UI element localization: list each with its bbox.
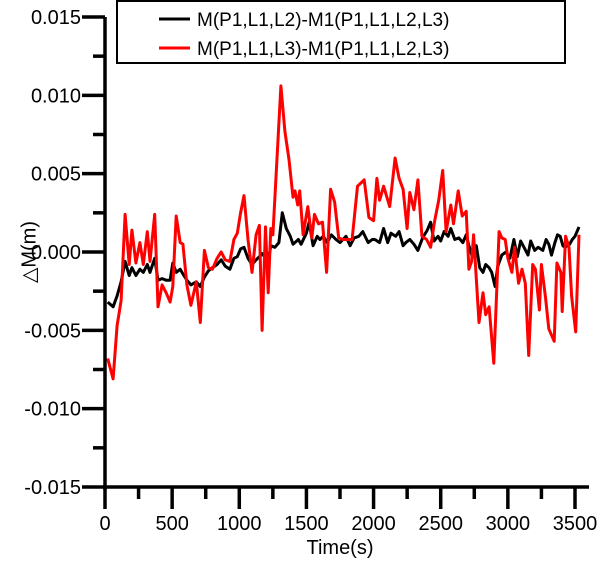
y-tick-label: 0.005 bbox=[31, 164, 81, 186]
y-tick-label: 0.015 bbox=[31, 7, 81, 29]
x-tick-label: 1000 bbox=[217, 513, 262, 535]
y-tick-label: -0.010 bbox=[24, 399, 81, 421]
plot-lines bbox=[106, 84, 581, 381]
x-axis-title: Time(s) bbox=[306, 537, 373, 559]
x-axis: 0 500 1000 1500 2000 2500 3000 3500 Time(s) bbox=[99, 485, 597, 559]
x-tick-label: 2000 bbox=[351, 513, 396, 535]
y-axis-title: △M(m) bbox=[18, 221, 40, 283]
x-tick-label: 500 bbox=[155, 513, 188, 535]
y-tick-label: -0.015 bbox=[24, 477, 81, 499]
y-axis: -0.015 -0.010 -0.005 0.000 0.005 0.010 0.015 △… bbox=[18, 7, 107, 499]
legend-box bbox=[116, 0, 566, 64]
x-tick-label: 3500 bbox=[553, 513, 598, 535]
x-ticks: 0 500 1000 1500 2000 2500 3000 3500 bbox=[99, 487, 597, 535]
x-tick-label: 0 bbox=[99, 513, 110, 535]
y-tick-label: 0.000 bbox=[31, 242, 81, 264]
legend-label-black: M(P1,L1,L2)-M1(P1,L1,L2,L3) bbox=[197, 10, 449, 31]
series-line-red bbox=[106, 84, 581, 381]
legend-label-red: M(P1,L1,L3)-M1(P1,L1,L2,L3) bbox=[197, 39, 449, 60]
x-tick-label: 2500 bbox=[418, 513, 463, 535]
legend: M(P1,L1,L2)-M1(P1,L1,L2,L3) M(P1,L1,L3)-… bbox=[116, 0, 566, 64]
y-ticks: -0.015 -0.010 -0.005 0.000 0.005 0.010 0.015 bbox=[24, 7, 105, 499]
y-tick-label: -0.005 bbox=[24, 320, 81, 342]
y-tick-label: 0.010 bbox=[31, 85, 81, 107]
x-tick-label: 1500 bbox=[284, 513, 329, 535]
x-tick-label: 3000 bbox=[486, 513, 531, 535]
